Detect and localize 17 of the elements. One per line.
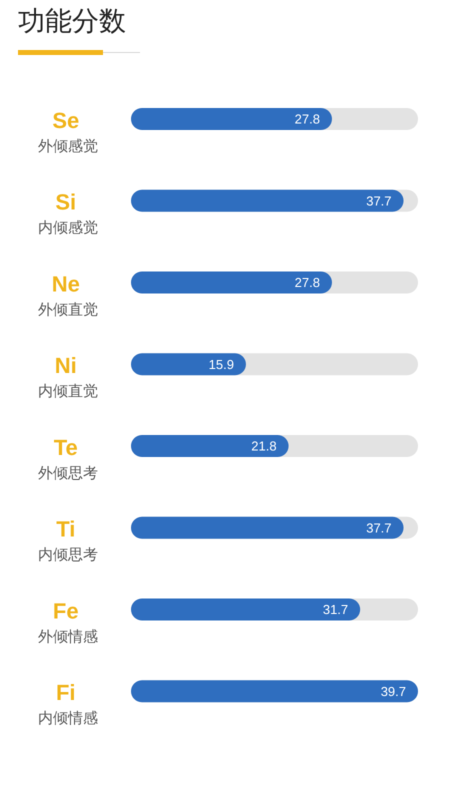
data-label: 15.9 <box>208 356 234 372</box>
y-tick-label: Si 内倾感觉 <box>38 190 98 237</box>
chart-title: 功能分数 <box>18 5 126 38</box>
data-label: 37.7 <box>366 193 392 208</box>
data-label: 39.7 <box>380 684 406 699</box>
data-label: 21.8 <box>251 438 277 454</box>
y-tick-label: Fe 外倾情感 <box>38 598 98 646</box>
y-tick-label: Se 外倾感觉 <box>38 108 98 155</box>
y-tick-label: Te 外倾思考 <box>38 434 98 482</box>
y-tick-label: Fi 内倾情感 <box>38 680 98 728</box>
data-label: 37.7 <box>366 520 392 536</box>
data-label: 27.8 <box>294 275 320 290</box>
y-tick-label: Ne 外倾直觉 <box>38 271 98 318</box>
data-label: 31.7 <box>322 602 348 617</box>
y-tick-label: Ni 内倾直觉 <box>38 353 98 400</box>
y-tick-label: Ti 内倾思考 <box>38 516 98 564</box>
data-label: 27.8 <box>294 112 320 126</box>
